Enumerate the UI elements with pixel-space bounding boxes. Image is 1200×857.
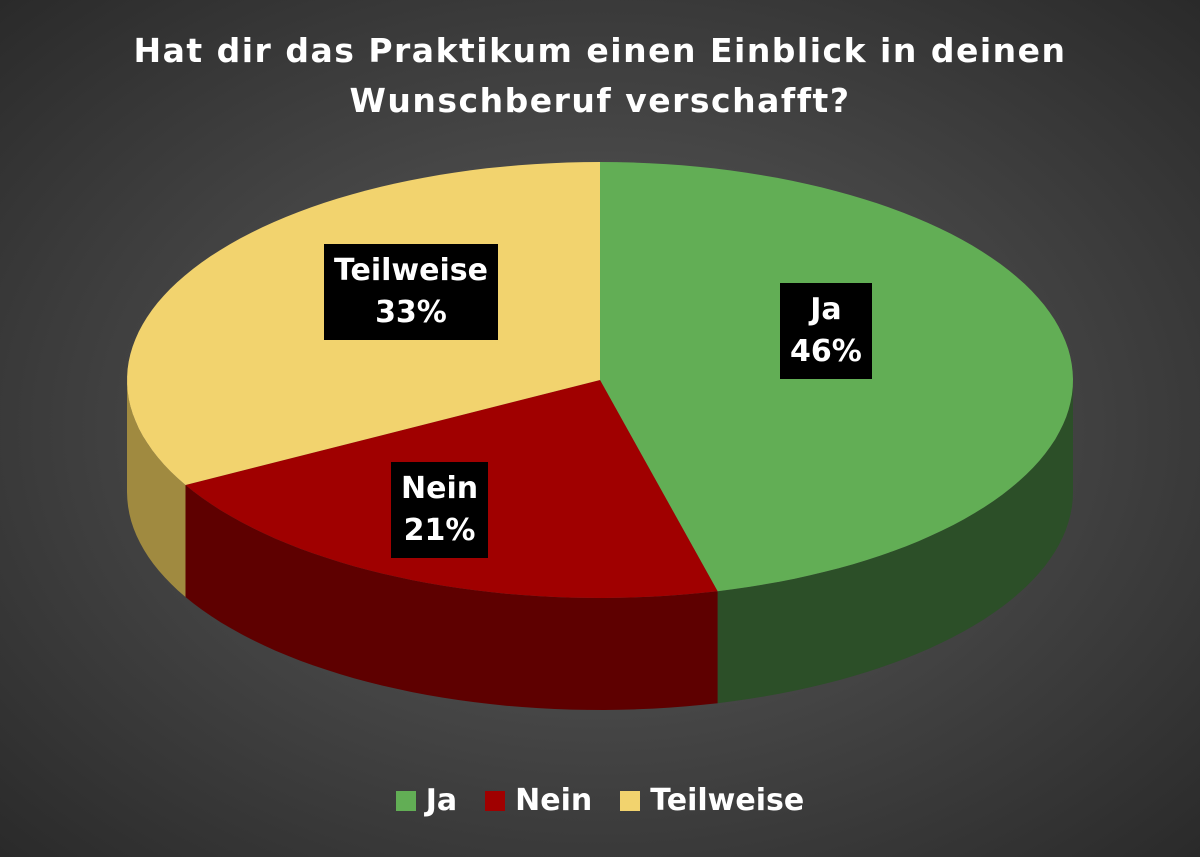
legend-swatch bbox=[395, 790, 416, 811]
pie-side-ja bbox=[717, 380, 1073, 704]
pie-side-teilweise bbox=[127, 380, 186, 597]
legend-swatch bbox=[620, 790, 641, 811]
legend-label: Nein bbox=[515, 783, 593, 818]
chart-title: Hat dir das Praktikum einen Einblick in … bbox=[0, 26, 1200, 126]
legend-item-nein: Nein bbox=[485, 783, 592, 818]
pie-side-nein bbox=[185, 485, 718, 710]
title-line-1: Hat dir das Praktikum einen Einblick in … bbox=[133, 31, 1067, 70]
title-line-2: Wunschberuf verschafft? bbox=[349, 81, 851, 120]
legend-label: Ja bbox=[425, 783, 458, 818]
legend-item-teilweise: Teilweise bbox=[620, 783, 804, 818]
legend-swatch bbox=[485, 790, 506, 811]
data-label-nein: Nein 21% bbox=[391, 462, 489, 558]
legend-label: Teilweise bbox=[650, 783, 805, 818]
data-label-teilweise: Teilweise 33% bbox=[324, 244, 498, 340]
legend-item-ja: Ja bbox=[395, 783, 458, 818]
legend: Ja Nein Teilweise bbox=[0, 783, 1200, 818]
data-label-ja: Ja 46% bbox=[780, 283, 872, 379]
